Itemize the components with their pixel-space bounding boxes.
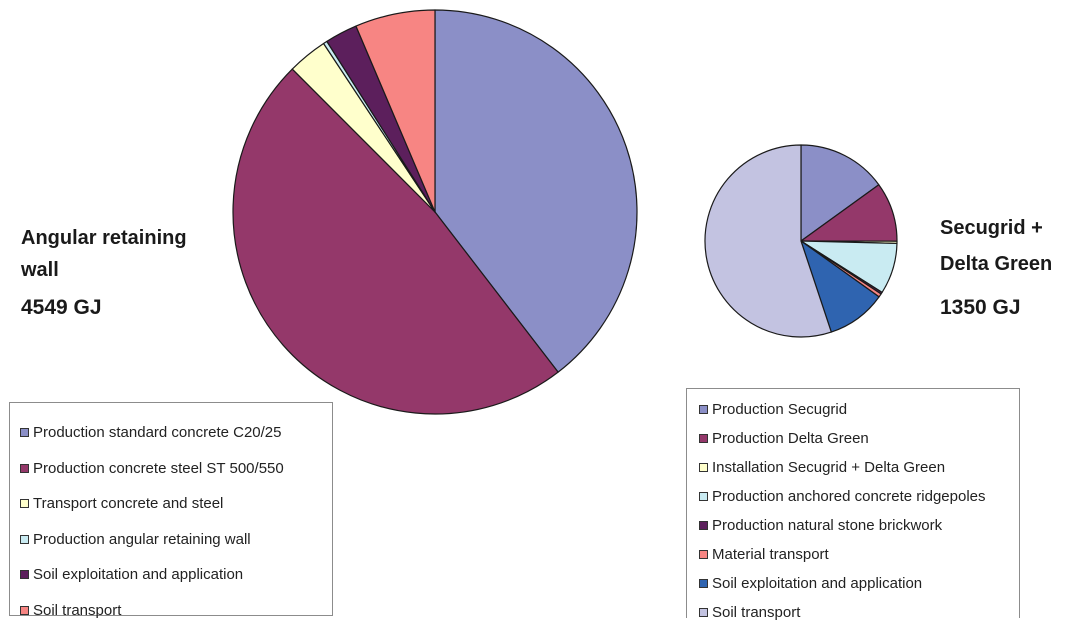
legend-item-production-natural-stone-brickwork: Production natural stone brickwork xyxy=(687,511,1019,540)
legend-label: Production standard concrete C20/25 xyxy=(33,424,282,441)
legend-item-production-anchored-concrete-ridgepoles: Production anchored concrete ridgepoles xyxy=(687,482,1019,511)
chart-title-line: Delta Green xyxy=(940,253,1052,275)
legend-swatch xyxy=(699,405,708,414)
chart-title-line: Secugrid + xyxy=(940,217,1043,239)
legend-swatch xyxy=(20,464,29,473)
legend-label: Soil exploitation and application xyxy=(33,566,243,583)
legend-swatch xyxy=(699,521,708,530)
chart-title-angular-retaining-wall: Angular retaining wall 4549 GJ xyxy=(21,222,231,324)
chart-title-secugrid-delta-green: Secugrid + Delta Green 1350 GJ xyxy=(940,210,1065,326)
legend-swatch xyxy=(699,608,708,617)
legend-item-production-standard-concrete-c20-25: Production standard concrete C20/25 xyxy=(10,415,332,451)
legend-swatch xyxy=(20,570,29,579)
legend-label: Production natural stone brickwork xyxy=(712,517,942,534)
chart-title-line: Angular retaining xyxy=(21,227,187,249)
legend-label: Production anchored concrete ridgepoles xyxy=(712,488,986,505)
legend-swatch xyxy=(699,579,708,588)
legend-label: Production Delta Green xyxy=(712,430,869,447)
legend-item-production-concrete-steel-st-500-550: Production concrete steel ST 500/550 xyxy=(10,451,332,487)
legend-swatch xyxy=(20,535,29,544)
legend-label: Transport concrete and steel xyxy=(33,495,223,512)
legend-label: Production Secugrid xyxy=(712,401,847,418)
legend-label: Soil transport xyxy=(712,604,800,621)
legend-item-installation-secugrid-delta-green: Installation Secugrid + Delta Green xyxy=(687,453,1019,482)
legend-swatch xyxy=(20,428,29,437)
legend-item-material-transport: Material transport xyxy=(687,540,1019,569)
legend-item-production-angular-retaining-wall: Production angular retaining wall xyxy=(10,522,332,558)
legend-swatch xyxy=(699,550,708,559)
chart-title-line: wall xyxy=(21,259,59,281)
legend-item-transport-concrete-and-steel: Transport concrete and steel xyxy=(10,486,332,522)
legend-label: Soil exploitation and application xyxy=(712,575,922,592)
legend-item-soil-transport: Soil transport xyxy=(10,593,332,628)
legend-item-soil-transport: Soil transport xyxy=(687,598,1019,627)
legend-label: Soil transport xyxy=(33,602,121,619)
chart-total-label: 1350 GJ xyxy=(940,290,1065,326)
legend-label: Production angular retaining wall xyxy=(33,531,251,548)
legend-swatch xyxy=(20,499,29,508)
legend-label: Material transport xyxy=(712,546,829,563)
legend-angular-retaining-wall: Production standard concrete C20/25 Produ… xyxy=(9,402,333,616)
legend-swatch xyxy=(20,606,29,615)
legend-label: Production concrete steel ST 500/550 xyxy=(33,460,284,477)
legend-item-soil-exploitation-and-application: Soil exploitation and application xyxy=(687,569,1019,598)
legend-swatch xyxy=(699,463,708,472)
chart-total-label: 4549 GJ xyxy=(21,292,231,324)
pie-chart-angular-retaining-wall xyxy=(233,10,637,414)
legend-label: Installation Secugrid + Delta Green xyxy=(712,459,945,476)
legend-item-production-delta-green: Production Delta Green xyxy=(687,424,1019,453)
legend-item-production-secugrid: Production Secugrid xyxy=(687,395,1019,424)
legend-swatch xyxy=(699,492,708,501)
legend-secugrid-delta-green: Production Secugrid Production Delta Gree… xyxy=(686,388,1020,618)
legend-item-soil-exploitation-and-application: Soil exploitation and application xyxy=(10,557,332,593)
legend-swatch xyxy=(699,434,708,443)
pie-chart-secugrid-delta-green xyxy=(705,145,897,337)
